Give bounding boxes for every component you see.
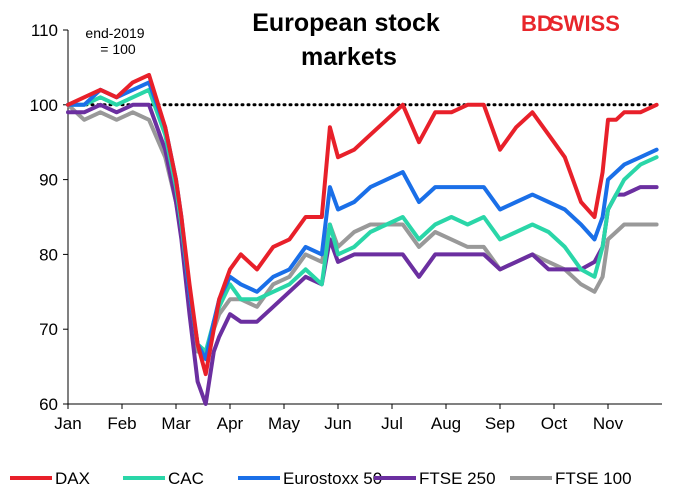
y-tick-label: 70 (39, 320, 58, 339)
y-tick-label: 110 (31, 21, 58, 40)
legend-item: CAC (123, 469, 204, 488)
x-tick-label: Feb (107, 414, 136, 433)
legend-label: CAC (168, 469, 204, 488)
legend-label: FTSE 100 (555, 469, 632, 488)
legend: DAX CAC Eurostoxx 50 FTSE 250 FTSE 100 (10, 469, 632, 488)
series-lines (66, 72, 659, 406)
x-tick-label: May (268, 414, 301, 433)
legend-item: FTSE 250 (374, 469, 496, 488)
legend-item: DAX (10, 469, 90, 488)
series-line-ftse-250 (66, 102, 659, 406)
y-tick-label: 80 (39, 245, 58, 264)
y-tick-label: 100 (30, 96, 58, 115)
x-axis-ticks: Jan Feb Mar Apr May Jun Jul Aug Sep Oct Nov (54, 404, 624, 433)
logo-bd-text: BD (521, 11, 553, 36)
x-tick-label: Mar (161, 414, 191, 433)
baseline-note-line1: end-2019 (85, 25, 144, 41)
series-line-dax (66, 72, 659, 377)
x-tick-label: Nov (593, 414, 624, 433)
x-tick-label: Apr (217, 414, 244, 433)
logo-swiss-text: SWISS (549, 11, 620, 36)
axes (67, 30, 662, 405)
bdswiss-logo: BD SWISS (521, 11, 620, 36)
y-axis-ticks: 60 70 80 90 100 110 (30, 21, 68, 414)
x-tick-label: Oct (541, 414, 568, 433)
chart-title-line2: markets (301, 43, 397, 71)
x-tick-label: Jan (54, 414, 81, 433)
y-tick-label: 90 (39, 171, 58, 190)
legend-item: FTSE 100 (510, 469, 632, 488)
legend-label: FTSE 250 (419, 469, 496, 488)
legend-item: Eurostoxx 50 (238, 469, 382, 488)
x-tick-label: Sep (485, 414, 515, 433)
chart-title-line1: European stock (252, 9, 440, 37)
x-tick-label: Jul (381, 414, 403, 433)
legend-label: Eurostoxx 50 (283, 469, 382, 488)
y-tick-label: 60 (39, 395, 58, 414)
legend-label: DAX (55, 469, 90, 488)
baseline-note-line2: = 100 (100, 41, 136, 57)
x-tick-label: Jun (324, 414, 351, 433)
x-tick-label: Aug (431, 414, 461, 433)
